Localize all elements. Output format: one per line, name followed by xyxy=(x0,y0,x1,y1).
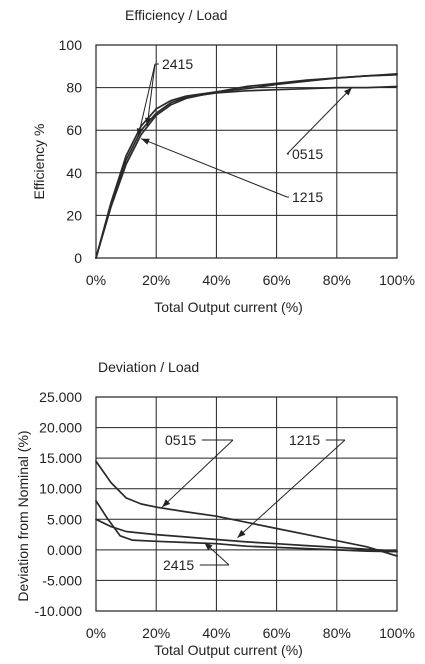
leader-line-0515 xyxy=(161,439,234,508)
arrow-head-0515 xyxy=(162,499,171,508)
x-axis-label: Total Output current (%) xyxy=(154,642,303,658)
y-tick-label: 20 xyxy=(66,207,82,223)
chart-title: Efficiency / Load xyxy=(125,7,227,23)
y-tick-label: 100 xyxy=(59,37,83,53)
y-tick-label: 15.000 xyxy=(39,450,82,466)
x-tick-label: 80% xyxy=(323,272,351,288)
y-tick-label: 80 xyxy=(66,80,82,96)
series-line-1215 xyxy=(95,73,398,259)
series-line-2415 xyxy=(95,72,398,259)
y-tick-label: 60 xyxy=(66,122,82,138)
series-label-0515: 0515 xyxy=(165,432,196,448)
y-tick-label: 25.000 xyxy=(39,389,82,405)
x-tick-label: 100% xyxy=(379,272,415,288)
x-tick-label: 0% xyxy=(86,625,106,641)
plot-frame xyxy=(95,44,398,259)
x-tick-label: 20% xyxy=(142,625,170,641)
y-tick-label: 20.000 xyxy=(39,420,82,436)
chart-efficiency: Efficiency / Load 0% 20% 40% 60% 80% 100% 0 20 40… xyxy=(31,7,415,315)
y-axis-label: Deviation from Nominal (%) xyxy=(15,430,31,601)
arrow-head-0515 xyxy=(343,87,352,96)
y-tick-label: 5.000 xyxy=(47,511,82,527)
x-tick-label: 20% xyxy=(142,272,170,288)
chart-deviation: Deviation / Load 0% 20% 40% 60% 80% 100% 25.000… xyxy=(15,359,415,658)
y-tick-label: 10.000 xyxy=(39,481,82,497)
y-tick-label: -5.000 xyxy=(42,572,82,588)
x-axis-label: Total Output current (%) xyxy=(154,299,303,315)
leader-line-1215 xyxy=(140,138,288,198)
series-label-2415: 2415 xyxy=(162,56,193,72)
x-tick-label: 100% xyxy=(379,625,415,641)
y-tick-label: 40 xyxy=(66,165,82,181)
series-line-0515 xyxy=(95,85,398,259)
chart-title: Deviation / Load xyxy=(98,359,199,375)
leader-line-1215 xyxy=(237,439,346,538)
x-tick-label: 60% xyxy=(263,625,291,641)
leader-line-2415 xyxy=(146,63,156,127)
series-label-1215: 1215 xyxy=(292,189,323,205)
series-line-2415 xyxy=(95,500,398,553)
arrow-head-2415 xyxy=(144,117,152,126)
y-tick-label: 0.000 xyxy=(47,542,82,558)
x-tick-label: 40% xyxy=(202,625,230,641)
series-line-1215 xyxy=(95,518,398,552)
y-tick-label: 0 xyxy=(74,250,82,266)
arrow-head-1215 xyxy=(237,529,246,538)
plot-frame xyxy=(95,396,398,612)
arrow-head-1215 xyxy=(141,138,150,145)
x-tick-label: 40% xyxy=(202,272,230,288)
series-label-0515: 0515 xyxy=(292,146,323,162)
x-tick-label: 80% xyxy=(323,625,351,641)
x-tick-label: 60% xyxy=(263,272,291,288)
leader-line-2415 xyxy=(137,63,156,137)
series-label-2415: 2415 xyxy=(163,557,194,573)
y-tick-label: -10.000 xyxy=(35,603,83,619)
y-axis-label: Efficiency % xyxy=(31,124,47,200)
arrow-head-2415 xyxy=(204,542,213,551)
leader-line-0515 xyxy=(286,87,353,155)
series-label-1215: 1215 xyxy=(289,432,320,448)
series-line-0515 xyxy=(95,460,398,557)
arrow-head-2415 xyxy=(136,128,144,137)
x-tick-label: 0% xyxy=(86,272,106,288)
